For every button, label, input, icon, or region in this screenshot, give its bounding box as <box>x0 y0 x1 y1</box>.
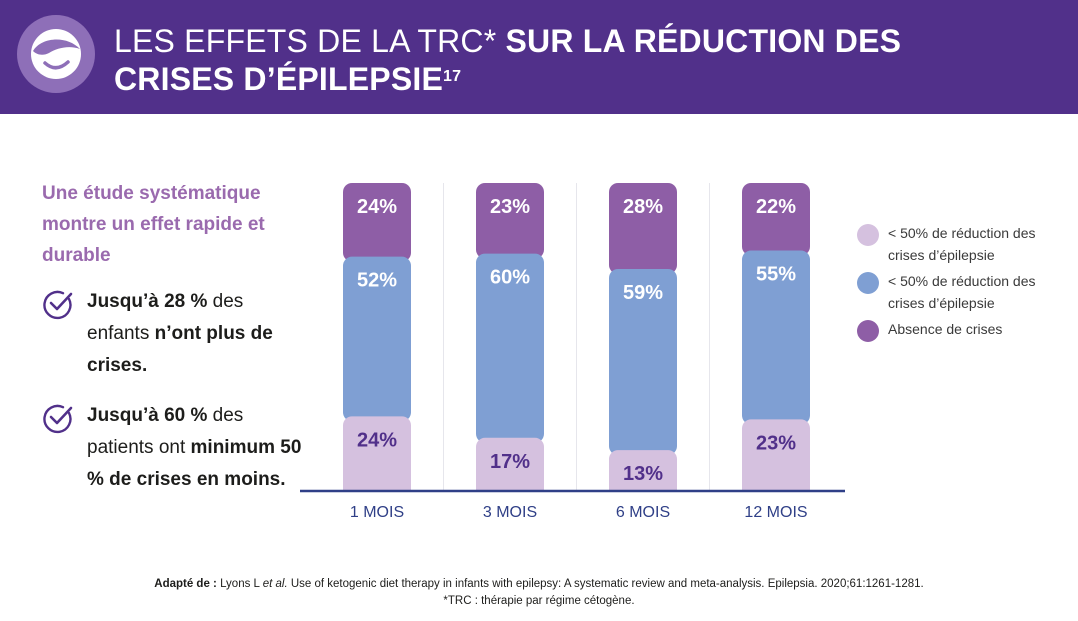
check-circle-icon <box>43 404 73 434</box>
legend-item-purple: Absence de crises <box>857 318 1067 342</box>
header-banner: LES EFFETS DE LA TRC* SUR LA RÉDUCTION D… <box>0 0 1078 114</box>
data-label: 55% <box>756 264 796 286</box>
citation-rest: Use of ketogenic diet therapy in infants… <box>287 578 924 590</box>
legend-label-blue: < 50% de réduction des crises d’épilepsi… <box>888 273 1036 311</box>
legend-item-light: < 50% de réduction des crises d’épilepsi… <box>857 222 1067 266</box>
key-point-1: Jusqu’à 28 % des enfants n’ont plus de c… <box>42 286 302 382</box>
bar-segment <box>343 183 411 262</box>
footnote-trc: *TRC : thérapie par régime cétogène. <box>443 595 635 607</box>
key-point-1-text-a: des enfants <box>87 291 244 344</box>
bar-segment <box>742 183 810 256</box>
title-bold-line1: SUR LA RÉDUCTION DES <box>505 23 902 59</box>
stacked-bar-chart: 24% 52% 24% 17% 60% 23% 13% 59% 28% 23% 55% 22% 1 MO… <box>290 183 860 530</box>
title-reference: 17 <box>443 68 462 85</box>
key-point-1-text: Jusqu’à 28 % des enfants n’ont plus de c… <box>87 286 302 382</box>
citation-etal: et al. <box>262 578 288 590</box>
data-label: 60% <box>490 267 530 289</box>
citation-prefix: Adapté de : <box>154 578 217 590</box>
page-title: LES EFFETS DE LA TRC* SUR LA RÉDUCTION D… <box>114 22 1054 98</box>
key-point-2-bold-b: minimum 50 % de crises en moins. <box>87 437 302 490</box>
key-point-2-text: Jusqu’à 60 % des patients ont minimum 50… <box>87 400 302 496</box>
check-circle-icon <box>43 290 73 320</box>
bar-segment <box>343 256 411 422</box>
bar-segment <box>609 268 677 456</box>
data-label: 24% <box>357 429 397 451</box>
bar-segment <box>609 450 677 499</box>
legend-swatch-purple <box>857 320 879 342</box>
x-tick-label: 12 MOIS <box>744 504 807 521</box>
legend-label-purple: Absence de crises <box>888 321 1003 337</box>
x-tick-label: 1 MOIS <box>350 504 404 521</box>
bar-segment <box>476 253 544 443</box>
data-label: 59% <box>623 282 663 304</box>
title-bold-line2: CRISES D’ÉPILEPSIE <box>114 61 444 97</box>
key-point-1-bold-b: n’ont plus de crises. <box>87 323 273 376</box>
chart-legend: < 50% de réduction des crises d’épilepsi… <box>857 222 1067 342</box>
data-label: 23% <box>490 196 530 218</box>
intro-text: Une étude systématique montre un effet r… <box>42 183 265 266</box>
data-label: 17% <box>490 451 530 473</box>
x-tick-label: 6 MOIS <box>616 504 670 521</box>
citation-line: Adapté de : Lyons L et al. Use of ketoge… <box>0 576 1078 593</box>
bar-segment <box>609 183 677 274</box>
data-label: 23% <box>756 432 796 454</box>
legend-item-blue: < 50% de réduction des crises d’épilepsi… <box>857 270 1067 314</box>
key-point-2: Jusqu’à 60 % des patients ont minimum 50… <box>42 400 302 496</box>
legend-swatch-blue <box>857 272 879 294</box>
bar-segment <box>742 250 810 425</box>
data-label: 24% <box>357 196 397 218</box>
bar-segment <box>476 183 544 259</box>
key-point-2-text-a: des patients ont <box>87 405 244 458</box>
key-point-2-bold-a: Jusqu’à 60 % <box>87 405 208 426</box>
legend-label-light: < 50% de réduction des crises d’épilepsi… <box>888 225 1036 263</box>
data-label: 22% <box>756 196 796 218</box>
x-tick-label: 3 MOIS <box>483 504 537 521</box>
data-label: 13% <box>623 463 663 485</box>
bar-segment <box>343 416 411 499</box>
data-label: 28% <box>623 196 663 218</box>
source-citation: Adapté de : Lyons L et al. Use of ketoge… <box>0 576 1078 610</box>
axis-mask <box>290 490 860 530</box>
data-label: 52% <box>357 270 397 292</box>
legend-swatch-light <box>857 224 879 246</box>
smiling-face-logo-icon <box>17 15 95 93</box>
citation-author: Lyons L <box>216 578 263 590</box>
bar-segment <box>476 437 544 499</box>
title-light: LES EFFETS DE LA TRC* <box>114 23 506 59</box>
key-point-1-bold-a: Jusqu’à 28 % <box>87 291 208 312</box>
bar-segment <box>742 419 810 499</box>
